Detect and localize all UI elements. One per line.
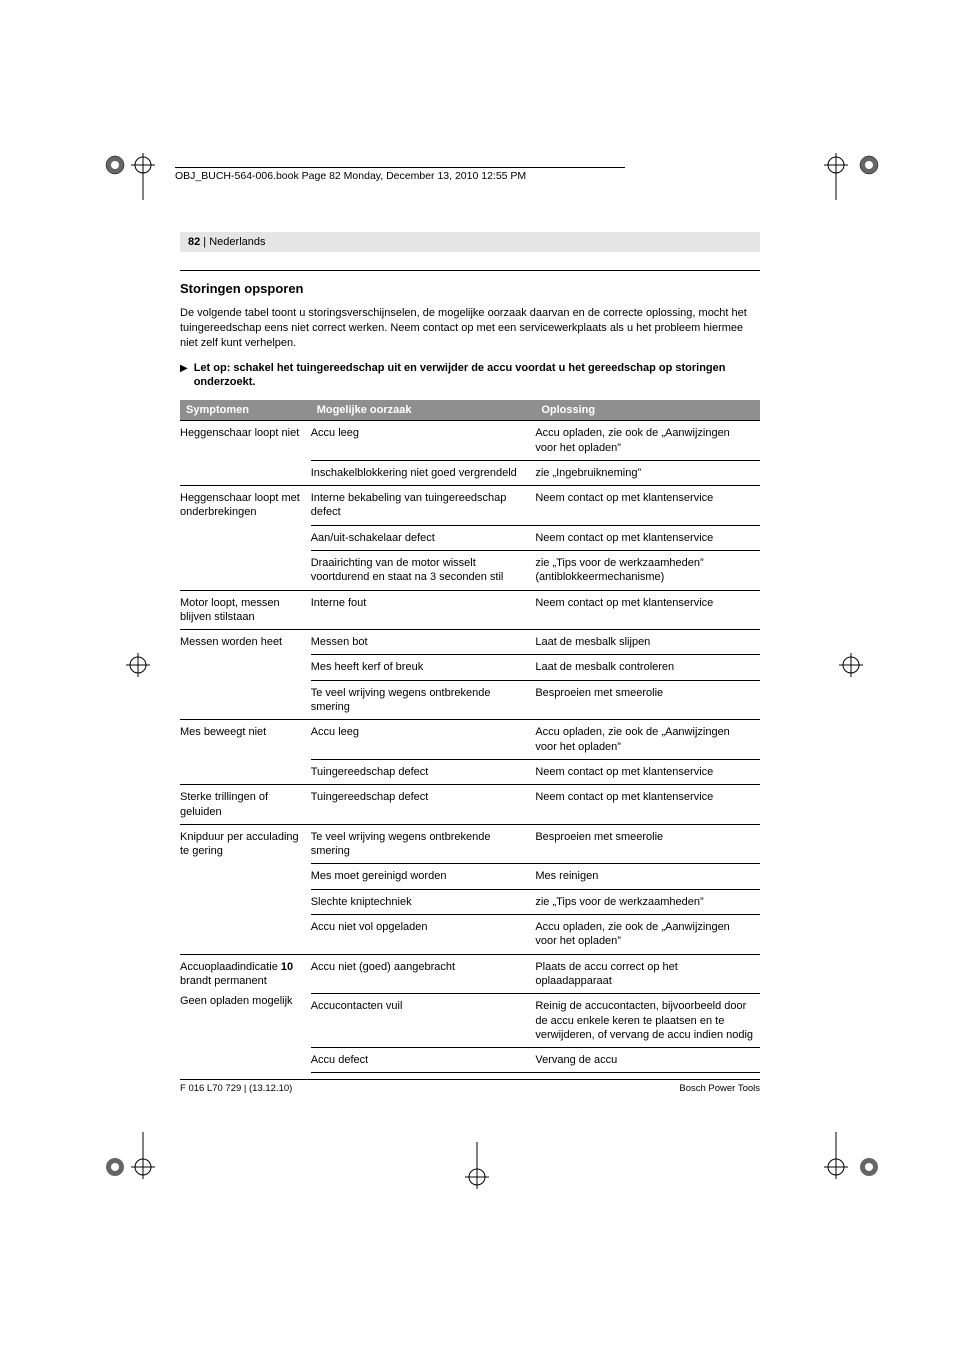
cell-symptom: Sterke trillingen of geluiden [180,785,311,825]
cell-fix: Reinig de accucontacten, bijvoorbeeld do… [535,994,760,1048]
cell-fix: Neem contact op met klantenservice [535,525,760,550]
table-row: Accuoplaadindicatie 10 brandt permanentG… [180,954,760,994]
warning-block: ▶ Let op: schakel het tuingereedschap ui… [180,361,760,391]
intro-paragraph: De volgende tabel toont u storingsversch… [180,306,760,351]
cell-symptom: Messen worden heet [180,630,311,720]
th-symptom: Symptomen [180,400,311,421]
crop-mark-top-left [105,130,175,200]
page-language: Nederlands [209,236,265,248]
cell-symptom: Knipduur per acculading te gering [180,824,311,954]
cell-cause: Accu leeg [311,421,536,461]
cell-fix: Laat de mesbalk slijpen [535,630,760,655]
page-footer: F 016 L70 729 | (13.12.10) Bosch Power T… [180,1079,760,1094]
cell-fix: Neem contact op met klantenservice [535,759,760,784]
crop-mark-bottom-mid [462,1142,492,1202]
footer-right: Bosch Power Tools [679,1083,760,1094]
running-head: OBJ_BUCH-564-006.book Page 82 Monday, De… [175,167,625,182]
crop-mark-bottom-left [105,1132,175,1202]
section-title: Storingen opsporen [180,281,760,296]
table-row: Motor loopt, messen blijven stilstaanInt… [180,590,760,630]
crop-mark-bottom-right [814,1132,884,1202]
table-header-row: Symptomen Mogelijke oorzaak Oplossing [180,400,760,421]
cell-fix: Neem contact op met klantenservice [535,590,760,630]
cell-fix: Besproeien met smeerolie [535,680,760,720]
table-row: Messen worden heetMessen botLaat de mesb… [180,630,760,655]
crop-mark-mid-left [105,650,155,680]
cell-fix: Mes reinigen [535,864,760,889]
cell-cause: Accu leeg [311,720,536,760]
th-fix: Oplossing [535,400,760,421]
cell-cause: Messen bot [311,630,536,655]
table-row: Heggenschaar loopt met onderbrekingenInt… [180,486,760,526]
cell-fix: Accu opladen, zie ook de „Aanwijzingen v… [535,421,760,461]
cell-cause: Slechte kniptechniek [311,889,536,914]
page-content: 82 | Nederlands Storingen opsporen De vo… [180,232,760,1073]
cell-fix: Neem contact op met klantenservice [535,785,760,825]
cell-fix: Accu opladen, zie ook de „Aanwijzingen v… [535,915,760,955]
cell-fix: zie „Ingebruikneming” [535,460,760,485]
footer-left: F 016 L70 729 | (13.12.10) [180,1083,292,1094]
cell-fix: Besproeien met smeerolie [535,824,760,864]
crop-mark-mid-right [834,650,884,680]
cell-fix: zie „Tips voor de werkzaamheden” (antibl… [535,551,760,591]
page-sep: | [200,236,209,248]
cell-symptom: Heggenschaar loopt niet [180,421,311,486]
cell-cause: Tuingereedschap defect [311,759,536,784]
page-number-bar: 82 | Nederlands [180,232,760,252]
cell-cause: Accu defect [311,1048,536,1073]
th-cause: Mogelijke oorzaak [311,400,536,421]
table-row: Heggenschaar loopt nietAccu leegAccu opl… [180,421,760,461]
warning-text: Let op: schakel het tuingereedschap uit … [194,361,760,391]
cell-cause: Te veel wrijving wegens ontbrekende smer… [311,680,536,720]
cell-cause: Accucontacten vuil [311,994,536,1048]
table-row: Mes beweegt nietAccu leegAccu opladen, z… [180,720,760,760]
cell-cause: Interne fout [311,590,536,630]
table-row: Knipduur per acculading te geringTe veel… [180,824,760,864]
section-rule [180,270,760,271]
crop-mark-top-right [814,130,884,200]
cell-symptom: Heggenschaar loopt met onderbrekingen [180,486,311,590]
cell-symptom: Mes beweegt niet [180,720,311,785]
cell-fix: Neem contact op met klantenservice [535,486,760,526]
cell-fix: Accu opladen, zie ook de „Aanwijzingen v… [535,720,760,760]
cell-cause: Aan/uit-schakelaar defect [311,525,536,550]
cell-cause: Tuingereedschap defect [311,785,536,825]
cell-fix: Plaats de accu correct op het oplaadappa… [535,954,760,994]
page-number: 82 [188,236,200,248]
cell-symptom: Motor loopt, messen blijven stilstaan [180,590,311,630]
warning-triangle-icon: ▶ [180,362,188,392]
troubleshooting-table: Symptomen Mogelijke oorzaak Oplossing He… [180,400,760,1073]
cell-cause: Te veel wrijving wegens ontbrekende smer… [311,824,536,864]
cell-symptom: Accuoplaadindicatie 10 brandt permanentG… [180,954,311,1073]
cell-cause: Mes moet gereinigd worden [311,864,536,889]
cell-cause: Accu niet vol opgeladen [311,915,536,955]
cell-cause: Draairichting van de motor wisselt voort… [311,551,536,591]
cell-fix: zie „Tips voor de werkzaamheden” [535,889,760,914]
cell-cause: Accu niet (goed) aangebracht [311,954,536,994]
cell-fix: Laat de mesbalk controleren [535,655,760,680]
table-row: Sterke trillingen of geluidenTuingereeds… [180,785,760,825]
cell-cause: Mes heeft kerf of breuk [311,655,536,680]
cell-cause: Interne bekabeling van tuingereedschap d… [311,486,536,526]
cell-fix: Vervang de accu [535,1048,760,1073]
cell-cause: Inschakelblokkering niet goed vergrendel… [311,460,536,485]
